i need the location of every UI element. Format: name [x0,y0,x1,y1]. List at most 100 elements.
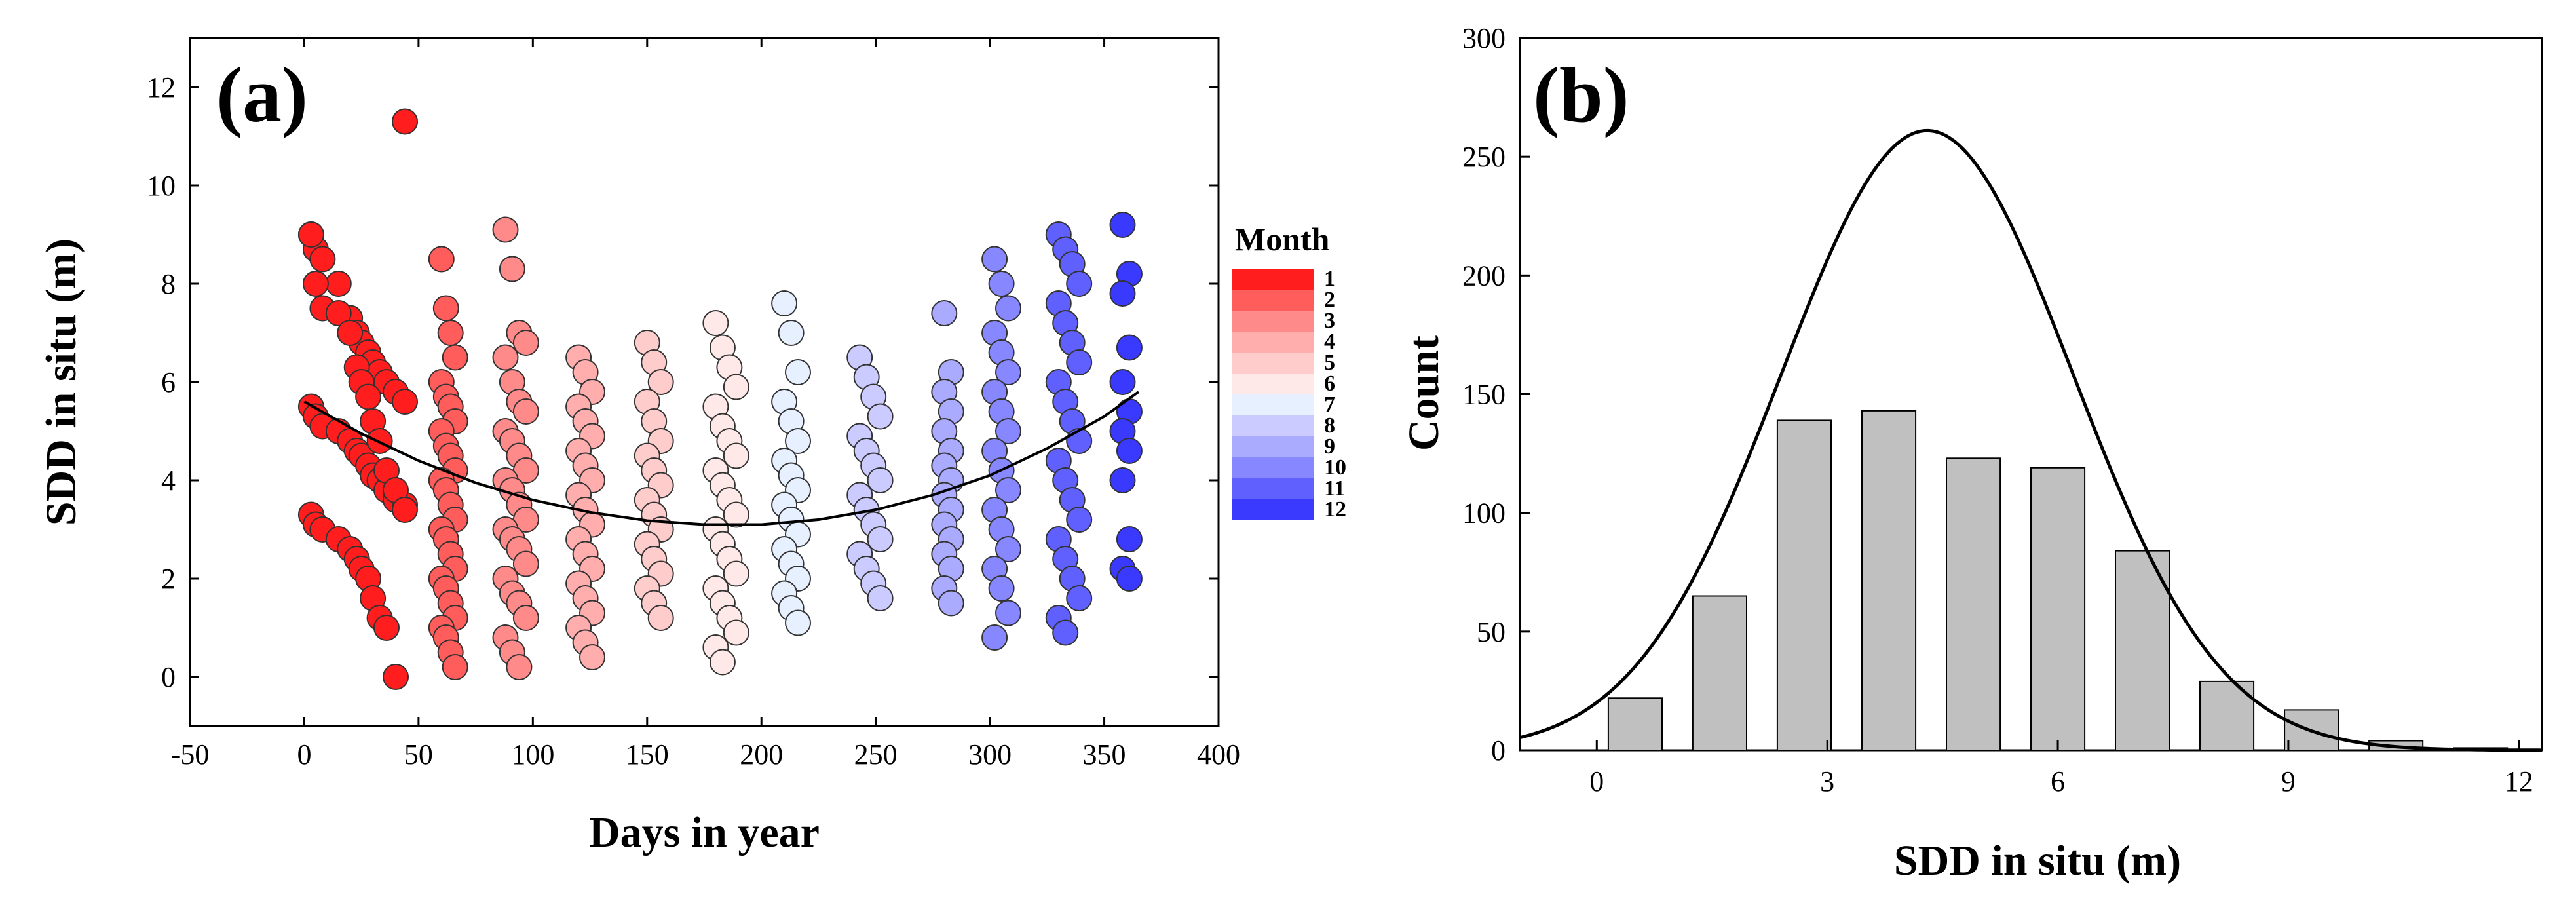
scatter-point [428,246,455,273]
scatter-point [981,624,1008,651]
scatter-point [392,497,418,523]
scatter-point [1116,438,1143,464]
y-tick-label: 10 [147,170,176,202]
scatter-point [432,295,459,322]
y-tick-label: 100 [1462,497,1506,529]
scatter-point [723,501,749,528]
panel-a-points [297,108,1143,690]
scatter-point [867,467,894,493]
y-tick-label: 250 [1462,141,1506,173]
x-tick-label: 50 [404,738,433,771]
scatter-point [1116,526,1143,552]
scatter-point [325,300,352,326]
scatter-point [442,654,468,680]
y-tick-label: 8 [161,268,176,300]
histogram-bar [1861,410,1917,751]
y-tick-label: 12 [147,71,176,104]
panel-b-x-ticks: 0 3 6 9 12 [1589,740,2533,797]
scatter-point [337,320,364,346]
legend-title: Month [1235,221,1330,258]
scatter-point [1109,280,1136,307]
scatter-point [723,442,749,469]
legend-label: 10 [1324,455,1346,480]
x-tick-label: 0 [297,738,311,771]
scatter-point [492,344,519,371]
panel-b-histogram: 0 3 6 9 12 0 50 100 150 200 250 300 (b) SDD in sit… [1400,22,2543,885]
scatter-point [995,477,1021,503]
scatter-point [785,609,811,636]
panel-a-fit-curve [303,391,1140,526]
scatter-point [383,664,409,690]
scatter-point [1109,212,1136,238]
scatter-point [931,300,958,326]
scatter-point [709,649,736,676]
x-tick-label: 150 [626,738,669,771]
panel-a-y-axis-title: SDD in situ (m) [37,239,85,526]
x-tick-label: -50 [171,738,210,771]
histogram-bar [1946,457,2001,751]
x-tick-label: 9 [2281,765,2296,797]
y-tick-label: 0 [1491,735,1506,767]
y-tick-label: 50 [1477,616,1506,648]
legend-swatch [1232,290,1314,311]
panel-b-y-axis-title: Count [1400,335,1448,451]
scatter-point [492,216,519,243]
x-tick-label: 6 [2051,765,2065,797]
scatter-point [995,359,1021,385]
scatter-point [325,271,352,297]
scatter-point [1116,334,1143,361]
histogram-bar [2030,467,2086,751]
scatter-point [647,369,674,395]
scatter-point [499,256,525,282]
legend-swatch [1232,394,1314,415]
legend-label: 4 [1324,330,1335,354]
scatter-point [302,271,329,297]
histogram-bar [2115,550,2170,751]
legend-swatch [1232,499,1314,520]
scatter-point [771,290,798,316]
legend-swatch [1232,478,1314,499]
scatter-point [995,600,1021,626]
panel-b-label: (b) [1533,51,1629,138]
legend-label: 1 [1324,267,1335,291]
y-tick-label: 200 [1462,259,1506,292]
scatter-point [938,590,964,617]
legend-swatch [1232,269,1314,290]
scatter-point [392,108,418,135]
panel-a-y-ticks: 0 2 4 6 8 10 12 [147,71,1219,693]
legend-label: 11 [1324,476,1345,501]
scatter-point [1066,271,1093,297]
x-tick-label: 12 [2505,765,2533,797]
y-tick-label: 2 [161,563,176,595]
legend-label: 7 [1324,393,1335,417]
scatter-point [647,605,674,631]
legend-swatch [1232,311,1314,332]
legend-label: 3 [1324,309,1335,333]
y-tick-label: 6 [161,366,176,398]
scatter-point [723,619,749,646]
scatter-point [392,389,418,415]
scatter-point [1066,585,1093,611]
y-tick-label: 4 [161,465,176,497]
scatter-point [512,605,539,631]
x-tick-label: 350 [1083,738,1126,771]
scatter-point [1066,507,1093,533]
histogram-bar [2199,680,2255,752]
x-tick-label: 0 [1589,765,1604,797]
scatter-point [1109,369,1136,395]
x-tick-label: 400 [1197,738,1240,771]
panel-b-normal-curve [1519,128,2543,752]
histogram-bar [1607,697,1663,752]
scatter-point [995,295,1021,322]
scatter-point [785,359,811,385]
scatter-point [373,615,400,641]
panel-b-x-axis-title: SDD in situ (m) [1894,837,2181,885]
panel-a-scatter: -50 0 50 100 150 200 250 300 350 400 0 2 4 6 8 10 12 (a… [37,37,1240,856]
scatter-point [512,330,539,356]
legend-label: 8 [1324,413,1335,438]
scatter-point [442,344,468,371]
legend-label: 2 [1324,288,1335,312]
